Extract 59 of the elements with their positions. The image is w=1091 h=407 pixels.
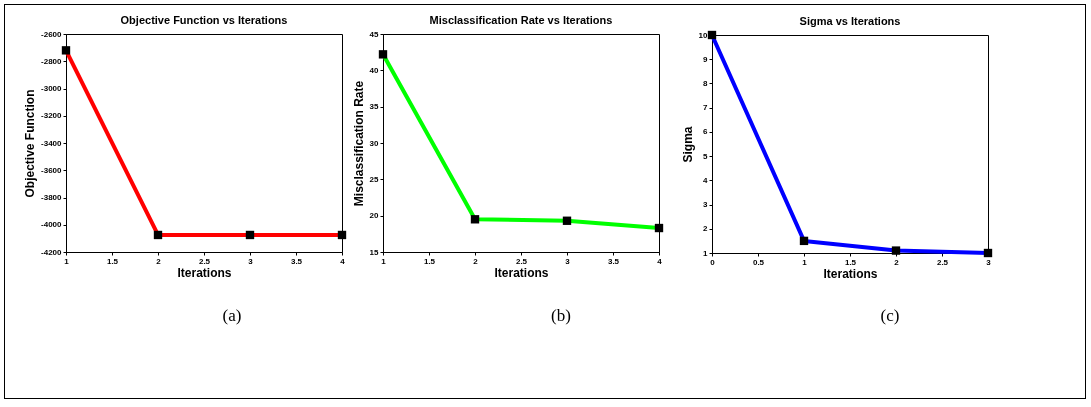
chart-title: Objective Function vs Iterations: [120, 14, 288, 26]
x-tick-label: 2.5: [515, 256, 528, 266]
x-axis-title: Iterations: [494, 265, 549, 280]
text: (b): [550, 306, 572, 326]
x-tick-label: 1: [802, 257, 808, 267]
x-tick-label: 0: [710, 257, 716, 267]
y-tick-label: -2600: [41, 29, 63, 39]
y-tick-label: 1: [703, 248, 709, 258]
x-tick-label: 3: [986, 257, 992, 267]
x-tick-label: 2: [894, 257, 900, 267]
y-tick-label: -3800: [41, 193, 63, 202]
y-tick-label: 7: [703, 103, 709, 113]
y-tick-label: 3: [703, 200, 709, 210]
x-tick-label: 1.5: [106, 256, 119, 266]
y-tick-label: 25: [369, 174, 380, 184]
y-tick-label: 6: [703, 127, 709, 137]
x-axis-title: Iterations: [823, 266, 878, 281]
y-tick-label: -2800: [41, 56, 63, 66]
x-axis-title: Iterations: [177, 265, 232, 280]
y-tick-label: -3400: [41, 138, 63, 148]
y-tick-label: 45: [369, 29, 380, 39]
text: (a): [221, 306, 243, 326]
y-tick-label: -3600: [41, 165, 63, 175]
y-tick-label: -4200: [41, 247, 63, 257]
x-tick-label: 4: [340, 256, 346, 266]
y-tick-label: -3200: [41, 111, 63, 121]
x-tick-label: 1.5: [423, 256, 436, 266]
y-tick-label: 30: [369, 138, 380, 148]
x-tick-label: 3.5: [290, 256, 303, 266]
x-tick-label: 1: [381, 256, 387, 266]
x-tick-label: 2: [473, 256, 479, 266]
y-tick-label: 9: [703, 54, 709, 64]
x-tick-label: 3: [565, 256, 571, 266]
y-tick-label: 10: [698, 30, 709, 40]
y-tick-label: 40: [369, 65, 380, 75]
x-tick-label: 1.5: [844, 257, 857, 267]
x-tick-label: 3: [248, 256, 254, 266]
x-tick-label: 2.5: [936, 257, 949, 267]
y-tick-label: -4000: [41, 220, 63, 230]
x-tick-label: 4: [657, 256, 663, 266]
x-tick-label: 2: [156, 256, 162, 266]
y-tick-label: 8: [703, 78, 709, 88]
y-tick-label: 15: [369, 247, 380, 257]
x-tick-label: 0.5: [752, 257, 765, 267]
y-tick-label: 5: [703, 151, 709, 161]
chart-title: Sigma vs Iterations: [799, 14, 901, 27]
y-axis-title: Objective Function: [23, 89, 38, 198]
y-tick-label: -3000: [41, 84, 63, 93]
y-tick-label: 4: [703, 175, 709, 185]
x-tick-label: 3.5: [607, 256, 620, 266]
y-axis-title: Misclassification Rate: [351, 80, 366, 207]
y-axis-title: Sigma: [680, 126, 695, 163]
y-tick-label: 20: [369, 211, 380, 221]
y-tick-label: 2: [703, 224, 709, 234]
y-tick-label: 35: [369, 102, 380, 112]
x-tick-label: 2.5: [198, 256, 211, 266]
text: (c): [879, 306, 901, 326]
chart-title: Misclassification Rate vs Iterations: [429, 14, 613, 26]
x-tick-label: 1: [64, 256, 70, 266]
